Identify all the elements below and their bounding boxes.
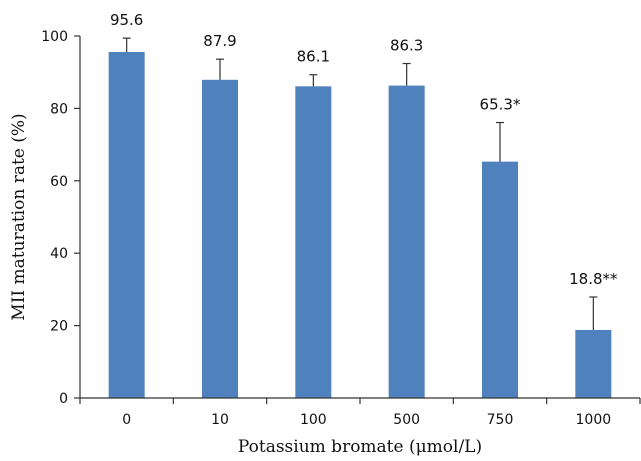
y-tick-label-100: 100 xyxy=(41,29,68,45)
bar-10 xyxy=(202,80,238,398)
data-label-100: 86.1 xyxy=(297,48,330,66)
data-labels-group: 95.6 87.9 86.1 86.3 65.3* 18.8** xyxy=(110,11,618,288)
x-tick-label-1000: 1000 xyxy=(576,412,612,428)
bar-0 xyxy=(109,52,145,398)
bar-750 xyxy=(482,162,518,398)
y-axis-title: MII maturation rate (%) xyxy=(9,113,29,320)
y-tick-label-80: 80 xyxy=(50,101,68,117)
y-tick-label-20: 20 xyxy=(50,319,68,335)
x-axis-title: Potassium bromate (μmol/L) xyxy=(238,437,482,457)
bars-group xyxy=(109,52,612,398)
error-bars-group xyxy=(123,38,598,330)
x-tick-label-500: 500 xyxy=(393,412,420,428)
data-label-1000: 18.8** xyxy=(569,270,618,288)
data-label-750: 65.3* xyxy=(480,96,521,114)
x-tick-label-10: 10 xyxy=(211,412,229,428)
x-tick-label-0: 0 xyxy=(122,412,131,428)
data-label-500: 86.3 xyxy=(390,37,423,55)
bar-1000 xyxy=(575,330,611,398)
data-label-0: 95.6 xyxy=(110,11,143,29)
y-tick-label-60: 60 xyxy=(50,174,68,190)
data-label-10: 87.9 xyxy=(203,32,236,50)
bar-100 xyxy=(295,86,331,398)
x-tick-label-750: 750 xyxy=(487,412,514,428)
bar-500 xyxy=(389,86,425,398)
y-tick-label-0: 0 xyxy=(59,391,68,407)
x-tick-label-100: 100 xyxy=(300,412,327,428)
y-tick-label-40: 40 xyxy=(50,246,68,262)
